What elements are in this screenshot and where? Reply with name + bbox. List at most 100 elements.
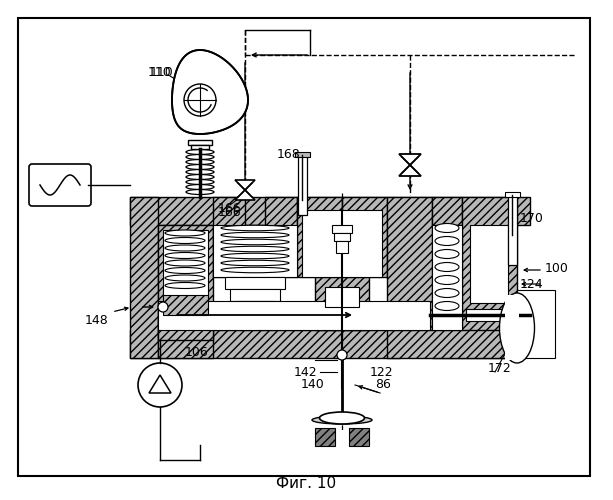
Text: Фиг. 10: Фиг. 10 (276, 476, 336, 490)
Ellipse shape (165, 268, 205, 274)
Bar (213, 225, 297, 277)
Text: 122: 122 (370, 366, 394, 380)
Ellipse shape (186, 154, 214, 160)
Polygon shape (235, 190, 255, 200)
Bar (158, 301, 430, 330)
Bar (163, 295, 208, 315)
Ellipse shape (221, 240, 289, 244)
Bar (432, 197, 462, 225)
Bar (230, 289, 280, 301)
Bar (191, 145, 209, 149)
Ellipse shape (221, 232, 289, 238)
Bar (349, 428, 369, 446)
Ellipse shape (165, 230, 205, 236)
Bar (158, 225, 213, 358)
Ellipse shape (186, 170, 214, 174)
Bar (265, 197, 297, 277)
Bar (505, 192, 520, 197)
Ellipse shape (435, 250, 459, 258)
Ellipse shape (435, 276, 459, 284)
Text: 148: 148 (85, 314, 109, 326)
Ellipse shape (221, 253, 289, 259)
Bar (225, 277, 285, 289)
Ellipse shape (221, 260, 289, 266)
Ellipse shape (221, 267, 289, 273)
Bar (508, 195, 517, 265)
Ellipse shape (165, 275, 205, 281)
Bar (298, 155, 307, 215)
Bar (188, 140, 212, 145)
Polygon shape (172, 50, 248, 134)
Ellipse shape (186, 190, 214, 194)
Bar (505, 295, 519, 360)
Bar (315, 277, 369, 330)
Bar (213, 197, 245, 277)
Text: 110: 110 (148, 66, 172, 78)
Ellipse shape (186, 150, 214, 154)
Bar (158, 315, 213, 340)
Bar (130, 197, 158, 358)
Polygon shape (235, 180, 255, 190)
Text: 168: 168 (277, 148, 301, 162)
Text: 140: 140 (301, 378, 325, 390)
Text: 110: 110 (150, 66, 173, 78)
Polygon shape (399, 165, 421, 176)
Bar (295, 152, 310, 157)
Circle shape (184, 84, 216, 116)
Ellipse shape (186, 184, 214, 190)
Bar (517, 290, 555, 358)
Bar (336, 241, 348, 253)
Text: 100: 100 (545, 262, 569, 274)
Ellipse shape (221, 225, 289, 231)
Circle shape (138, 363, 182, 407)
Bar (387, 197, 432, 330)
Ellipse shape (186, 174, 214, 180)
Text: 86: 86 (375, 378, 391, 392)
Text: 166: 166 (218, 202, 242, 214)
Bar (470, 225, 508, 303)
Ellipse shape (435, 224, 459, 232)
Text: 166: 166 (218, 206, 242, 218)
Bar (342, 197, 387, 277)
Ellipse shape (435, 236, 459, 246)
Ellipse shape (319, 412, 365, 424)
Ellipse shape (165, 282, 205, 288)
Ellipse shape (165, 245, 205, 251)
Bar (432, 225, 462, 330)
FancyBboxPatch shape (29, 164, 91, 206)
Bar (387, 330, 517, 358)
Polygon shape (399, 154, 421, 165)
Polygon shape (149, 375, 171, 393)
Bar (130, 197, 530, 225)
Text: 142: 142 (294, 366, 318, 380)
Bar (466, 309, 518, 321)
Ellipse shape (435, 302, 459, 310)
Ellipse shape (165, 260, 205, 266)
Ellipse shape (186, 160, 214, 164)
Ellipse shape (435, 288, 459, 298)
Text: 106: 106 (185, 346, 209, 358)
Text: 172: 172 (488, 362, 512, 374)
Circle shape (158, 302, 168, 312)
Bar (334, 233, 350, 241)
Bar (432, 330, 462, 358)
Bar (332, 225, 352, 233)
Text: 170: 170 (520, 212, 544, 224)
Ellipse shape (500, 293, 535, 363)
Bar (462, 197, 517, 358)
Circle shape (337, 350, 347, 360)
Ellipse shape (186, 164, 214, 170)
Ellipse shape (165, 238, 205, 244)
Ellipse shape (312, 416, 372, 424)
Bar (163, 230, 208, 320)
Ellipse shape (165, 252, 205, 258)
Bar (302, 210, 382, 277)
Bar (315, 428, 335, 446)
Bar (130, 330, 400, 358)
Bar (325, 287, 359, 307)
Bar (235, 301, 275, 319)
Ellipse shape (186, 180, 214, 184)
Ellipse shape (221, 246, 289, 252)
Ellipse shape (435, 262, 459, 272)
Bar (297, 197, 342, 277)
